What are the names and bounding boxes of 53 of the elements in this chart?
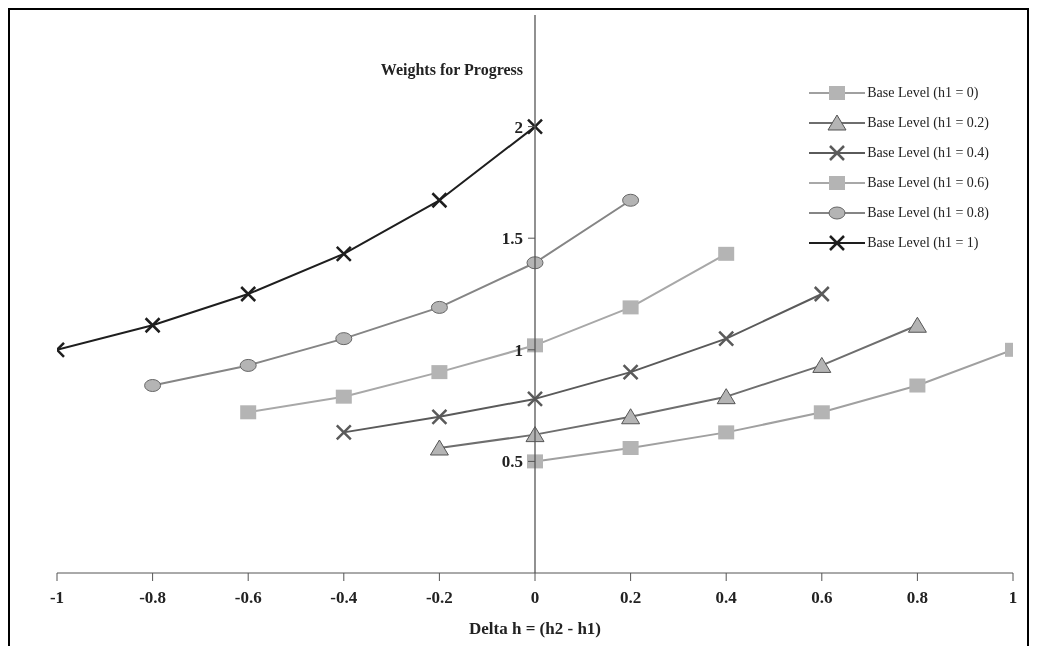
point: [335, 245, 353, 263]
y-tick-label: 1.5: [501, 229, 523, 249]
x-tick-label: 0: [530, 588, 540, 608]
point: [239, 358, 257, 372]
point: [716, 388, 736, 405]
point: [718, 425, 735, 440]
legend-label: Base Level (h1 = 1): [867, 235, 979, 251]
x-tick-label: -0.8: [139, 588, 167, 608]
y-axis-title: Weights for Progress: [380, 61, 523, 79]
point: [429, 439, 449, 456]
x-tick-label: 0.4: [715, 588, 738, 608]
legend-label: Base Level (h1 = 0): [867, 85, 979, 101]
x-tick-label: -1: [49, 588, 65, 608]
legend-label: Base Level (h1 = 0.6): [867, 175, 989, 191]
point: [526, 390, 544, 408]
point: [622, 193, 640, 207]
point: [813, 285, 831, 303]
legend-label: Base Level (h1 = 0.2): [867, 115, 989, 131]
point: [431, 408, 448, 426]
point: [526, 118, 544, 135]
point: [240, 405, 257, 420]
point: [335, 389, 352, 404]
point: [144, 379, 162, 393]
legend-label: Base Level (h1 = 0.8): [867, 205, 989, 221]
point: [718, 246, 735, 261]
x-tick-label: 0.8: [906, 588, 929, 608]
point: [622, 300, 639, 315]
x-tick-label: -0.2: [425, 588, 453, 608]
point: [909, 378, 926, 393]
point: [144, 317, 161, 334]
x-tick-label: 0.6: [811, 588, 833, 608]
point: [622, 441, 639, 456]
point: [335, 424, 353, 441]
point: [431, 192, 448, 209]
x-tick-label: -0.4: [330, 588, 358, 608]
y-tick-label: 1: [514, 340, 523, 360]
point: [239, 285, 257, 303]
point: [622, 363, 639, 381]
point: [431, 365, 448, 380]
point: [717, 330, 735, 347]
x-tick-label: 1: [1008, 588, 1018, 608]
point: [335, 332, 353, 346]
point: [621, 408, 641, 425]
point: [430, 300, 448, 314]
x-axis-title: Delta h = (h2 - h1): [469, 619, 601, 638]
legend-label: Base Level (h1 = 0.4): [867, 145, 989, 161]
y-tick-label: 0.5: [501, 452, 523, 472]
x-tick-label: -0.6: [234, 588, 262, 608]
y-tick-label: 2: [514, 117, 523, 137]
point: [907, 316, 927, 333]
x-tick-label: 0.2: [619, 588, 642, 608]
point: [813, 405, 830, 420]
point: [812, 356, 832, 373]
